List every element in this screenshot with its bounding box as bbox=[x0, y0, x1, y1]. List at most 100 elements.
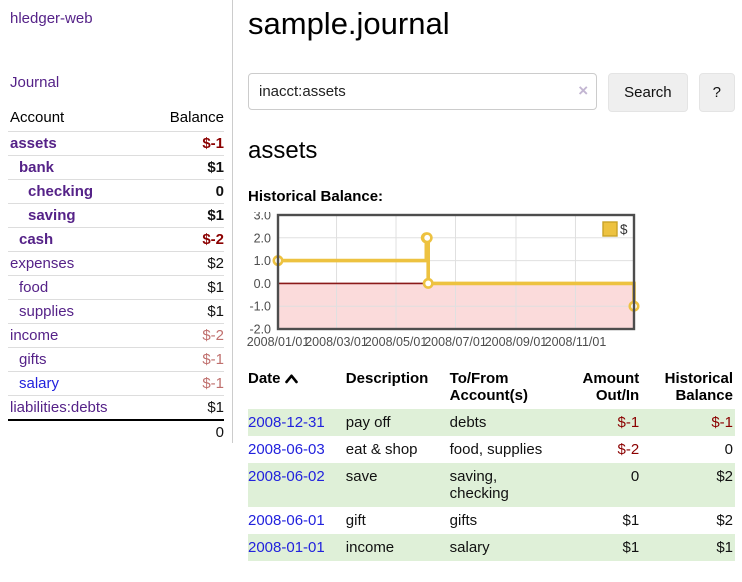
accounts-header-row: Account Balance bbox=[8, 106, 224, 132]
register-date-link[interactable]: 2008-12-31 bbox=[248, 414, 325, 431]
accounts-table: Account Balance assets $-1 bank $1 checking 0… bbox=[8, 106, 224, 444]
svg-text:2008/03/01: 2008/03/01 bbox=[305, 335, 368, 349]
account-balance: $1 bbox=[146, 275, 224, 300]
account-balance: $-2 bbox=[146, 323, 224, 348]
register-amount: $1 bbox=[622, 539, 640, 556]
register-header-accounts: To/From Account(s) bbox=[449, 370, 528, 404]
account-row: bank $1 bbox=[8, 155, 224, 180]
account-link[interactable]: expenses bbox=[10, 255, 75, 272]
sidebar: hledger-web Journal Account Balance asse… bbox=[0, 0, 233, 444]
help-button[interactable]: ? bbox=[698, 73, 735, 112]
register-description: gift bbox=[345, 512, 366, 529]
accounts-header-balance: Balance bbox=[169, 109, 224, 126]
svg-text:2.0: 2.0 bbox=[254, 231, 271, 245]
account-balance: $1 bbox=[146, 299, 224, 324]
accounts-total-value: 0 bbox=[146, 419, 224, 444]
account-link[interactable]: bank bbox=[19, 159, 55, 176]
register-header-date[interactable]: Date bbox=[248, 366, 346, 409]
account-row: liabilities:debts $1 bbox=[8, 395, 224, 420]
account-link[interactable]: assets bbox=[10, 135, 57, 152]
accounts-header-account: Account bbox=[10, 109, 65, 126]
search-form: × Search ? bbox=[248, 73, 735, 112]
register-balance: $1 bbox=[716, 539, 733, 556]
account-balance: $1 bbox=[146, 203, 224, 228]
register-description: eat & shop bbox=[345, 441, 418, 458]
svg-text:-2.0: -2.0 bbox=[249, 323, 271, 337]
account-link[interactable]: income bbox=[10, 327, 59, 344]
register-description: income bbox=[345, 539, 395, 556]
register-date-link[interactable]: 2008-06-01 bbox=[248, 512, 325, 529]
account-link[interactable]: food bbox=[19, 279, 49, 296]
register-description: pay off bbox=[345, 414, 391, 431]
clear-search-icon[interactable]: × bbox=[578, 81, 589, 100]
main-content: sample.journal × Search ? assets Histori… bbox=[233, 0, 742, 561]
register-header-balance: Historical Balance bbox=[664, 370, 733, 404]
sort-ascending-icon bbox=[284, 371, 298, 388]
register-amount: $-2 bbox=[617, 441, 640, 458]
svg-text:2008/05/01: 2008/05/01 bbox=[365, 335, 428, 349]
account-row: assets $-1 bbox=[8, 131, 224, 156]
search-input[interactable] bbox=[248, 73, 598, 110]
register-accounts: food, supplies bbox=[449, 441, 543, 458]
svg-text:0.0: 0.0 bbox=[254, 277, 271, 291]
account-link[interactable]: saving bbox=[28, 207, 76, 224]
svg-text:$: $ bbox=[620, 222, 628, 237]
register-accounts: salary bbox=[449, 539, 490, 556]
account-balance: 0 bbox=[146, 179, 224, 204]
svg-text:2008/01/01: 2008/01/01 bbox=[247, 335, 310, 349]
register-row: 2008-06-01 gift gifts $1 $2 bbox=[248, 507, 735, 534]
register-balance: $2 bbox=[716, 512, 733, 529]
brand-link[interactable]: hledger-web bbox=[10, 10, 93, 27]
account-heading: assets bbox=[248, 137, 318, 164]
account-link[interactable]: cash bbox=[19, 231, 54, 248]
register-balance: $2 bbox=[716, 468, 733, 485]
register-accounts: saving, checking bbox=[449, 468, 509, 502]
svg-text:-1.0: -1.0 bbox=[249, 300, 271, 314]
search-button[interactable]: Search bbox=[608, 73, 688, 112]
account-link[interactable]: checking bbox=[28, 183, 94, 200]
account-link[interactable]: supplies bbox=[19, 303, 75, 320]
register-balance: $-1 bbox=[711, 414, 733, 431]
sidebar-item-journal[interactable]: Journal bbox=[10, 74, 60, 91]
account-row: salary $-1 bbox=[8, 371, 224, 396]
register-accounts: gifts bbox=[449, 512, 478, 529]
register-balance: 0 bbox=[724, 441, 733, 458]
register-date-link[interactable]: 2008-01-01 bbox=[248, 539, 325, 556]
register-amount: 0 bbox=[630, 468, 640, 485]
register-amount: $-1 bbox=[617, 414, 640, 431]
account-row: supplies $1 bbox=[8, 299, 224, 324]
account-balance: $1 bbox=[146, 395, 224, 420]
account-balance: $-1 bbox=[146, 131, 224, 156]
svg-text:1.0: 1.0 bbox=[254, 254, 271, 268]
account-link[interactable]: liabilities:debts bbox=[10, 399, 108, 416]
historical-balance-chart[interactable]: $3.0 2.0 1.0 0.0 -1.0 -2.0 2008/01/01 2008/03/0… bbox=[244, 212, 735, 354]
account-row: expenses $2 bbox=[8, 251, 224, 276]
account-row: food $1 bbox=[8, 275, 224, 300]
register-row: 2008-01-01 income salary $1 $1 bbox=[248, 534, 735, 561]
account-balance: $-1 bbox=[146, 347, 224, 372]
register-date-link[interactable]: 2008-06-03 bbox=[248, 441, 325, 458]
account-row: income $-2 bbox=[8, 323, 224, 348]
accounts-total-row: 0 bbox=[8, 419, 224, 444]
account-balance: $-2 bbox=[146, 227, 224, 252]
register-amount: $1 bbox=[622, 512, 640, 529]
account-row: gifts $-1 bbox=[8, 347, 224, 372]
register-row: 2008-06-03 eat & shop food, supplies $-2 0 bbox=[248, 436, 735, 463]
register-description: save bbox=[345, 468, 378, 485]
register-header-amount: Amount Out/In bbox=[582, 370, 640, 404]
page-title: sample.journal bbox=[248, 6, 450, 41]
chart-title: Historical Balance: bbox=[248, 188, 384, 205]
account-link[interactable]: gifts bbox=[19, 351, 47, 368]
accounts-total-spacer bbox=[8, 419, 147, 444]
account-balance: $1 bbox=[146, 155, 224, 180]
svg-text:2008/09/01: 2008/09/01 bbox=[485, 335, 548, 349]
register-table: Date Description To/From Account(s) Amou… bbox=[248, 366, 735, 561]
account-balance: $-1 bbox=[146, 371, 224, 396]
register-accounts: debts bbox=[449, 414, 487, 431]
svg-text:3.0: 3.0 bbox=[254, 212, 271, 223]
svg-text:2008/11/01: 2008/11/01 bbox=[545, 335, 607, 349]
account-balance: $2 bbox=[146, 251, 224, 276]
register-date-link[interactable]: 2008-06-02 bbox=[248, 468, 325, 485]
account-link[interactable]: salary bbox=[19, 375, 60, 392]
register-row: 2008-12-31 pay off debts $-1 $-1 bbox=[248, 409, 735, 436]
